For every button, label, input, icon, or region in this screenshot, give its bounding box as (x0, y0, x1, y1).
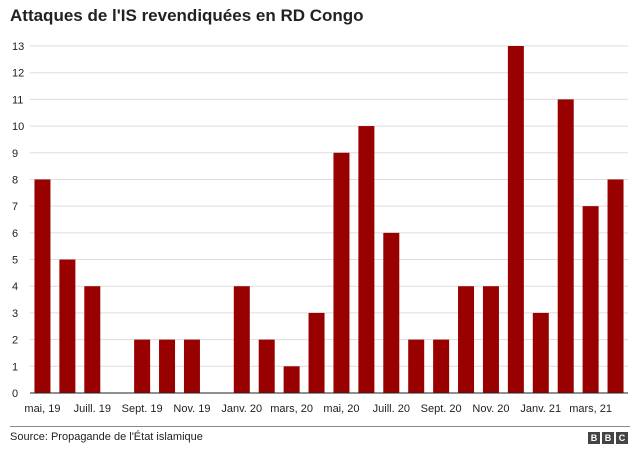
y-tick-label: 8 (12, 174, 18, 186)
footer-divider (10, 426, 630, 427)
x-tick-label: mars, 20 (270, 403, 313, 415)
x-tick-label: Sept. 19 (122, 403, 163, 415)
bar (433, 339, 450, 393)
bar (507, 46, 524, 393)
y-tick-label: 7 (12, 201, 18, 213)
bar (557, 99, 574, 393)
y-tick-label: 3 (12, 308, 18, 320)
bar (408, 339, 425, 393)
source-note: Source: Propagande de l'État islamique (10, 431, 203, 443)
bar (134, 339, 151, 393)
gridlines (30, 45, 628, 367)
y-tick-label: 0 (12, 388, 18, 400)
bar (159, 339, 176, 393)
y-tick-label: 12 (12, 68, 24, 80)
x-tick-label: mai, 20 (323, 403, 359, 415)
x-tick-label: Janv. 20 (221, 403, 262, 415)
bar (59, 259, 76, 393)
bars (30, 46, 628, 394)
bar (358, 126, 375, 394)
x-tick-label: Sept. 20 (421, 403, 462, 415)
x-tick-label: Nov. 19 (173, 403, 210, 415)
bar (34, 179, 51, 393)
x-tick-label: Juill. 19 (74, 403, 111, 415)
x-tick-label: Nov. 20 (472, 403, 509, 415)
bar (482, 286, 499, 393)
y-tick-label: 11 (12, 94, 23, 106)
bar (532, 312, 549, 393)
bar (233, 286, 250, 393)
y-tick-label: 6 (12, 228, 18, 240)
bbc-logo-letter: C (616, 432, 628, 444)
bar (607, 179, 624, 393)
bar (458, 286, 475, 393)
bbc-logo-letter: B (588, 432, 600, 444)
bar (283, 366, 300, 393)
bar (258, 339, 275, 393)
x-tick-label: Janv. 21 (520, 403, 561, 415)
y-tick-label: 2 (12, 335, 18, 347)
y-tick-label: 1 (12, 361, 18, 373)
bbc-logo-letter: B (602, 432, 614, 444)
bar (582, 206, 599, 393)
x-tick-label: mars, 21 (569, 403, 612, 415)
x-tick-label: mai, 19 (24, 403, 60, 415)
y-tick-label: 10 (12, 121, 24, 133)
x-axis-ticks: mai, 19 Juill. 19 Sept. 19 Nov. 19 Janv. 20 m… (24, 403, 612, 415)
bar (383, 232, 400, 393)
chart-title: Attaques de l'IS revendiquées en RD Cong… (10, 6, 364, 25)
y-tick-label: 9 (12, 148, 18, 160)
bar (308, 312, 325, 393)
bar (183, 339, 200, 393)
bar (333, 152, 350, 393)
y-tick-label: 13 (12, 41, 24, 53)
y-tick-label: 4 (12, 281, 18, 293)
y-tick-label: 5 (12, 255, 18, 267)
bbc-logo: B B C (588, 432, 628, 444)
x-tick-label: Juill. 20 (373, 403, 410, 415)
bar (84, 286, 101, 393)
